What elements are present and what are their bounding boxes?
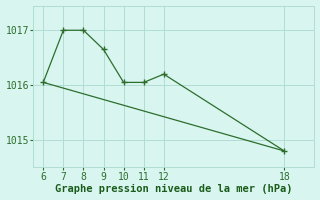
X-axis label: Graphe pression niveau de la mer (hPa): Graphe pression niveau de la mer (hPa) — [55, 184, 292, 194]
